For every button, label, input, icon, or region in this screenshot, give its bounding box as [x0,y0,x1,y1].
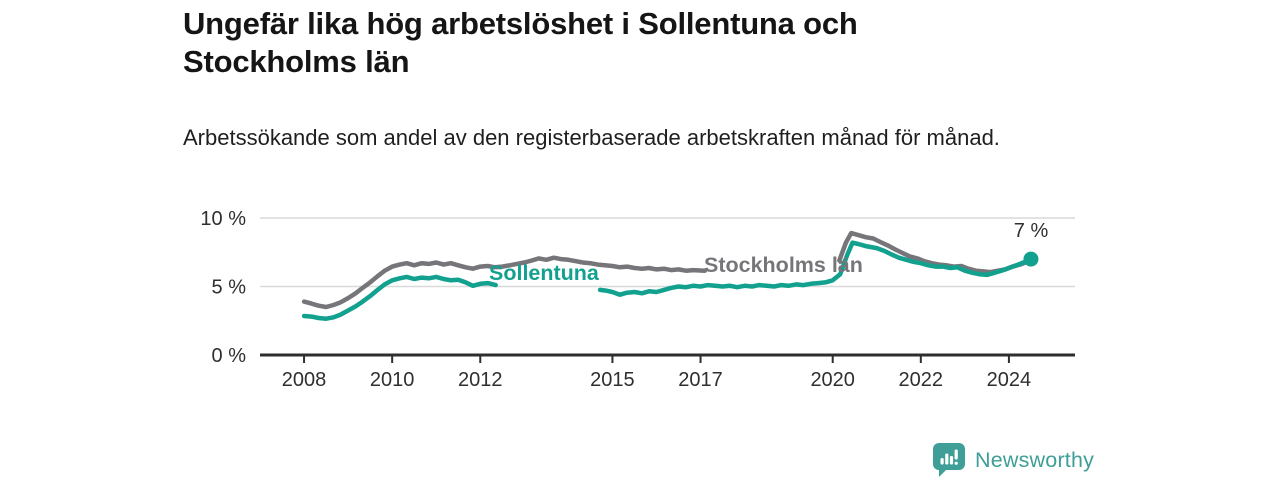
end-value-label: 7 % [1013,220,1049,242]
line-chart: 0 % 5 % 10 % 2008 2010 2012 2015 2017 2020 2022 20… [200,208,1075,391]
y-axis-label: 5 % [212,277,247,299]
y-axis-label: 0 % [212,345,247,367]
end-point-marker [1023,251,1039,267]
x-axis-label: 2020 [810,369,855,391]
x-axis-label: 2015 [590,369,635,391]
series-label-stockholms-lan: Stockholms län [704,253,863,277]
x-axis-label: 2008 [282,369,327,391]
x-axis-label: 2022 [899,369,944,391]
x-axis-label: 2017 [678,369,723,391]
plot-area: 0 % 5 % 10 % 2008 2010 2012 2015 2017 2020 2022 20… [195,205,1090,405]
series-line-sollentuna [301,274,498,321]
newsworthy-logo: Newsworthy [932,442,1094,478]
series-line-stockholms-l-n [301,255,708,310]
newsworthy-bars-icon [933,443,965,477]
y-axis-label: 10 % [200,208,246,230]
newsworthy-wordmark: Newsworthy [975,447,1095,472]
series-line-sollentuna [597,240,1034,297]
chart-title: Ungefär lika hög arbetslöshet i Sollentu… [183,6,858,79]
series-label-sollentuna: Sollentuna [489,261,599,285]
x-axis-label: 2012 [458,369,503,391]
x-axis-label: 2024 [987,369,1032,391]
chart-subtitle: Arbetssökande som andel av den registerb… [183,125,1000,150]
x-axis-label: 2010 [370,369,415,391]
